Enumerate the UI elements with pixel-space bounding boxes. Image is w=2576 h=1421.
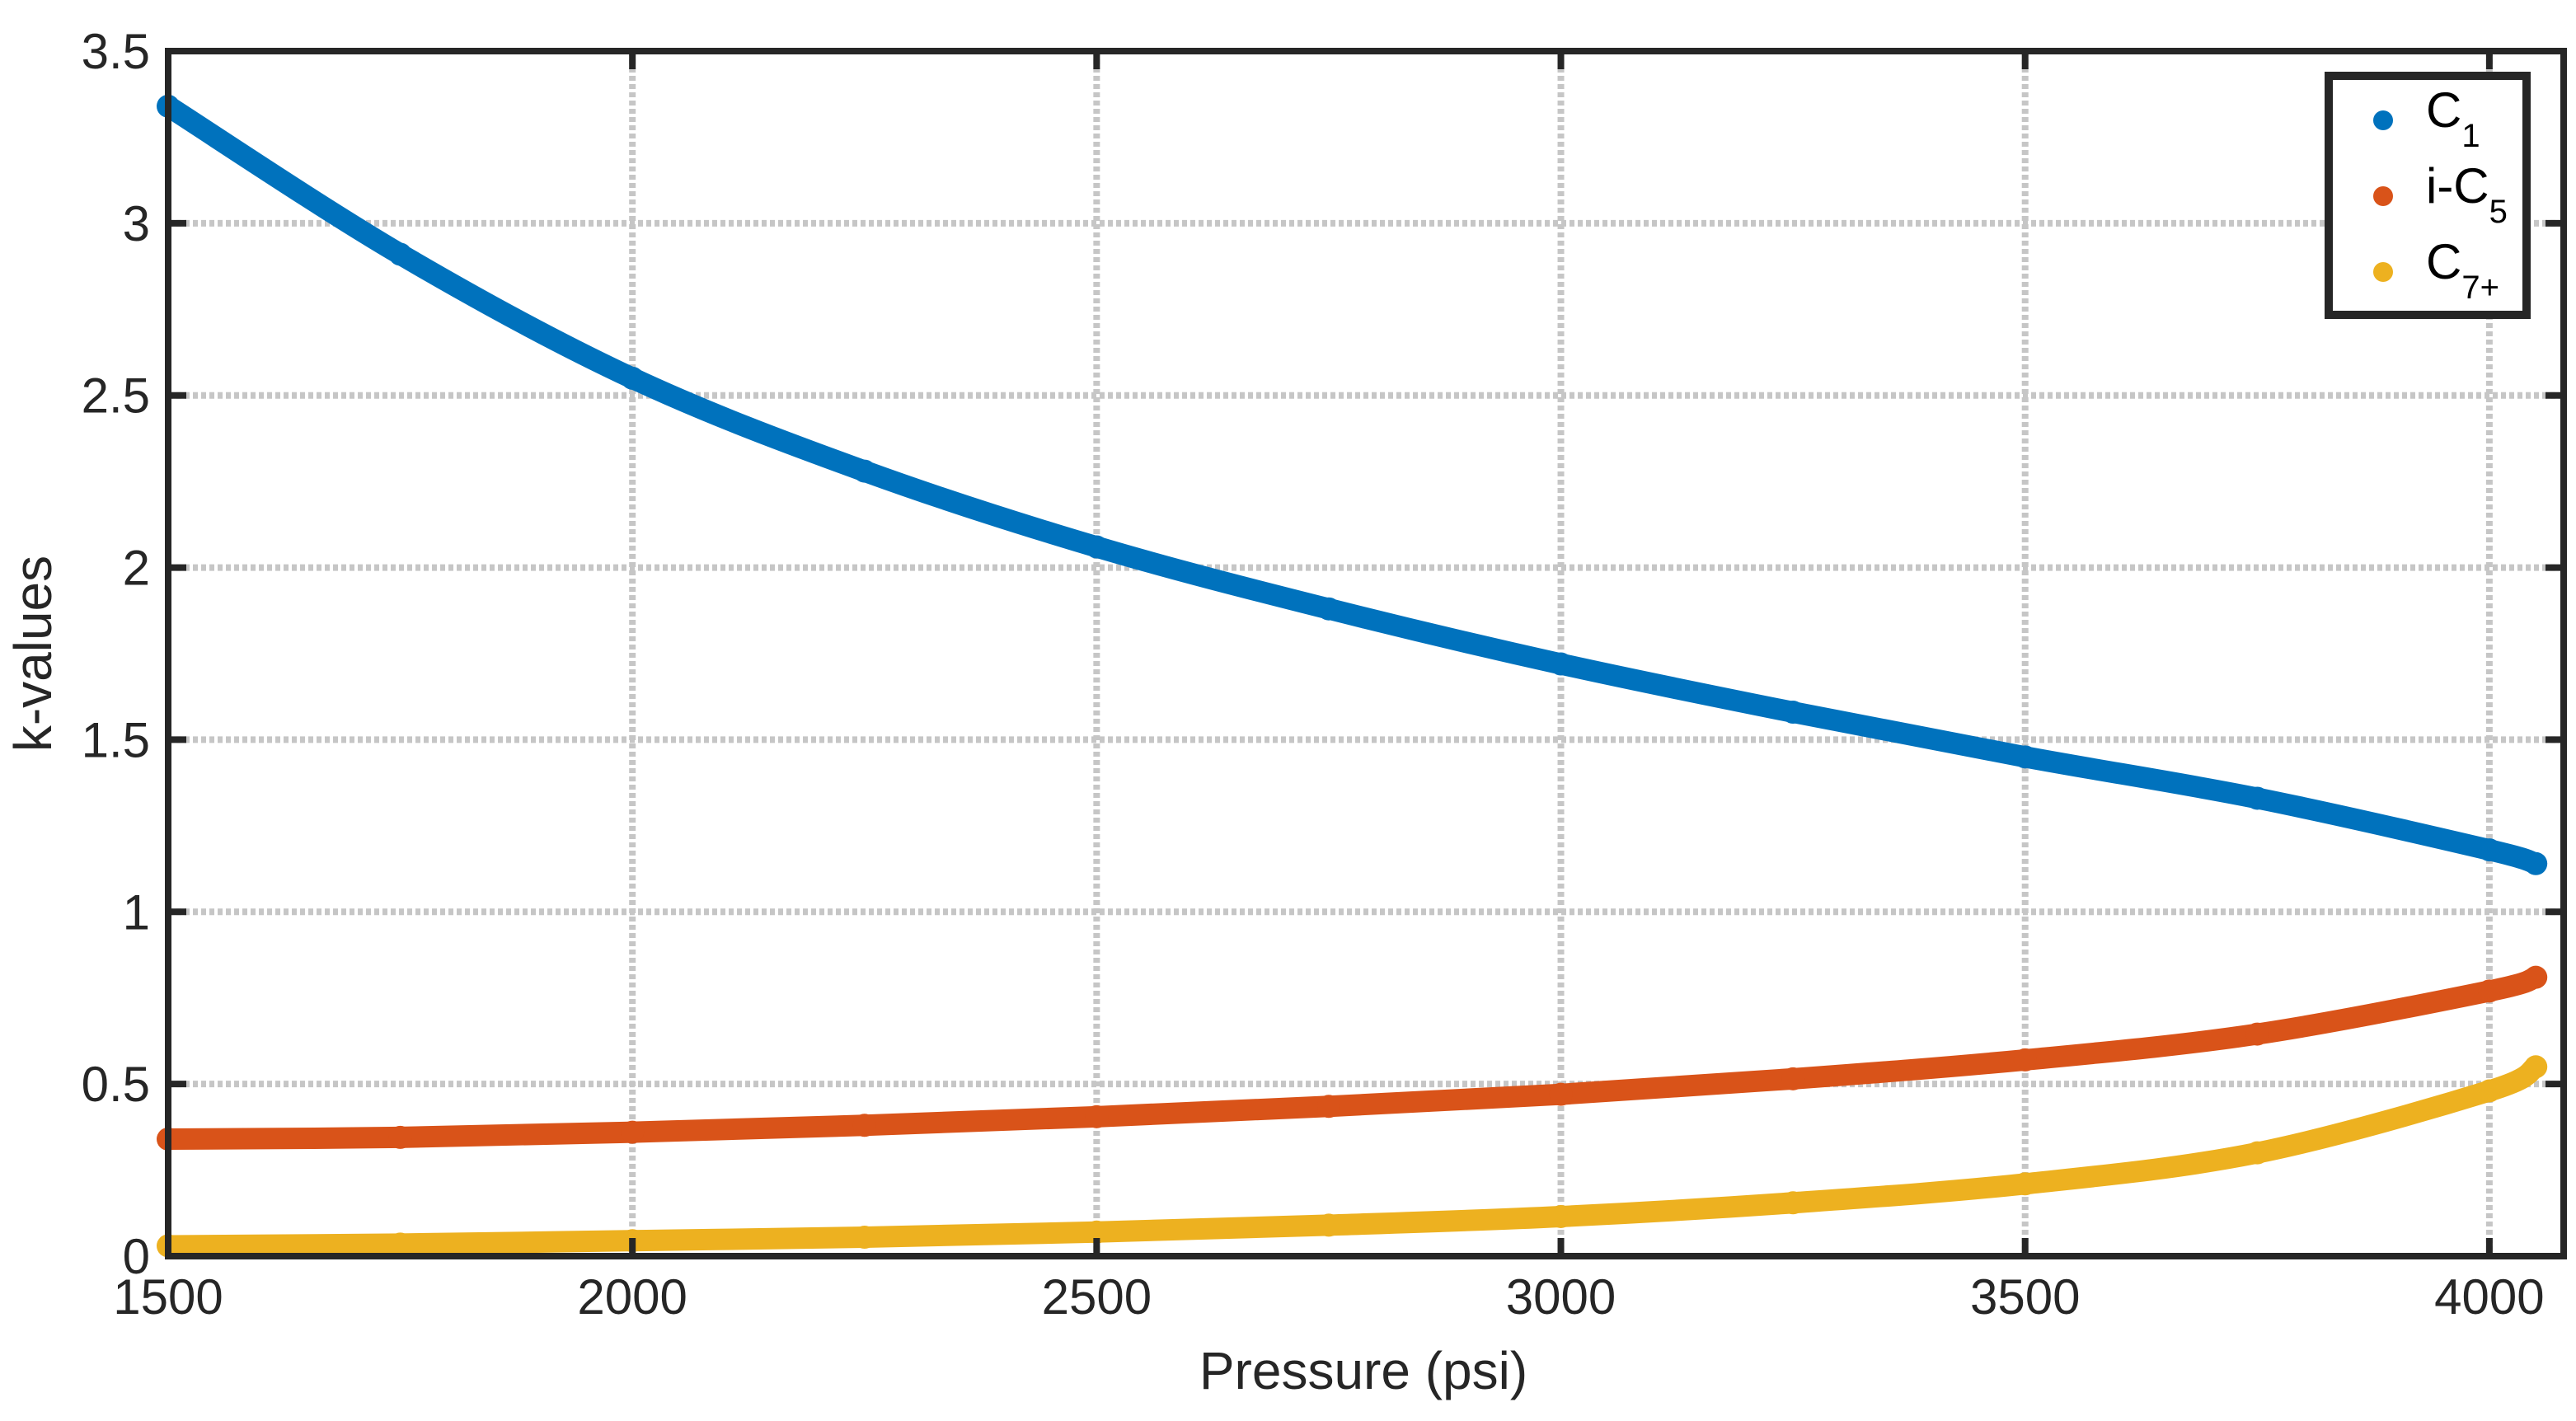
data-point-c7 (2013, 1172, 2037, 1196)
data-point-i-c5 (852, 1114, 876, 1137)
x-tick-label: 2500 (1042, 1269, 1152, 1325)
y-tick-label: 3.5 (82, 24, 150, 79)
plot-series (157, 94, 2548, 1258)
series-c7 (157, 1055, 2548, 1258)
legend-entry-i-c5[interactable]: i-C5 (2373, 158, 2508, 230)
data-point-c7 (1549, 1204, 1573, 1228)
y-axis-title: k-values (3, 556, 63, 752)
data-point-i-c5 (1781, 1067, 1805, 1090)
series-line-c7 (157, 1056, 2547, 1257)
data-point-i-c5 (2013, 1048, 2037, 1072)
data-point-c1 (621, 366, 645, 390)
data-point-c7 (2477, 1079, 2501, 1103)
x-tick-label: 2000 (577, 1269, 687, 1325)
data-point-c7 (1316, 1213, 1340, 1237)
series-i-c5 (157, 965, 2548, 1151)
data-point-c1 (1085, 535, 1109, 559)
series-c1 (157, 94, 2548, 875)
x-tick-label: 3500 (1970, 1269, 2080, 1325)
legend-marker-i-c5 (2373, 186, 2393, 206)
legend-box (2325, 72, 2531, 319)
y-tick-label: 2 (123, 541, 150, 596)
data-point-i-c5 (2245, 1022, 2269, 1046)
data-point-c1 (2477, 838, 2501, 862)
x-tick-label: 4000 (2434, 1269, 2544, 1325)
x-tick-label: 1500 (113, 1269, 223, 1325)
data-point-c1 (2524, 851, 2548, 875)
data-point-i-c5 (2477, 979, 2501, 1003)
legend-label-c7: C7+ (2426, 234, 2499, 306)
data-point-c1 (1549, 652, 1573, 676)
data-point-c1 (2245, 786, 2269, 810)
data-point-c1 (2013, 745, 2037, 769)
series-line-c1 (157, 95, 2547, 875)
data-point-c1 (852, 459, 876, 483)
data-point-c7 (2245, 1141, 2269, 1165)
legend-label-c1: C1 (2426, 82, 2480, 154)
y-tick-label: 1.5 (82, 712, 150, 767)
legend-entry-c1[interactable]: C1 (2373, 82, 2480, 154)
data-point-c7 (2524, 1055, 2548, 1079)
data-point-i-c5 (2524, 965, 2548, 989)
data-point-c1 (1781, 701, 1805, 725)
axis-tick-labels: 1500 2000 2500 3000 3500 4000 0 0.5 1 1.5 2 2.5 3 3.5 (82, 24, 2545, 1325)
legend-marker-c7 (2373, 262, 2393, 282)
data-point-c7 (1085, 1220, 1109, 1244)
y-tick-label: 1 (123, 884, 150, 940)
x-tick-label: 3000 (1506, 1269, 1616, 1325)
data-point-c7 (388, 1232, 412, 1256)
data-point-c7 (852, 1226, 876, 1250)
x-axis-title: Pressure (psi) (1199, 1341, 1527, 1400)
y-tick-label: 0.5 (82, 1057, 150, 1112)
legend-entry-c7[interactable]: C7+ (2373, 234, 2499, 306)
series-line-i-c5 (157, 966, 2547, 1150)
data-point-i-c5 (1085, 1104, 1109, 1128)
data-point-c1 (1316, 597, 1340, 621)
axis-ticks (165, 48, 2564, 1259)
data-point-c7 (1781, 1191, 1805, 1215)
data-point-c1 (388, 242, 412, 266)
axes-box (165, 48, 2567, 1259)
data-point-i-c5 (1316, 1095, 1340, 1119)
y-tick-label: 2.5 (82, 368, 150, 424)
y-tick-label: 0 (123, 1229, 150, 1284)
legend-label-i-c5: i-C5 (2426, 158, 2508, 230)
data-point-i-c5 (1549, 1082, 1573, 1106)
data-point-i-c5 (388, 1125, 412, 1149)
legend-marker-c1 (2373, 110, 2393, 130)
data-point-i-c5 (621, 1120, 645, 1144)
y-tick-label: 3 (123, 196, 150, 251)
